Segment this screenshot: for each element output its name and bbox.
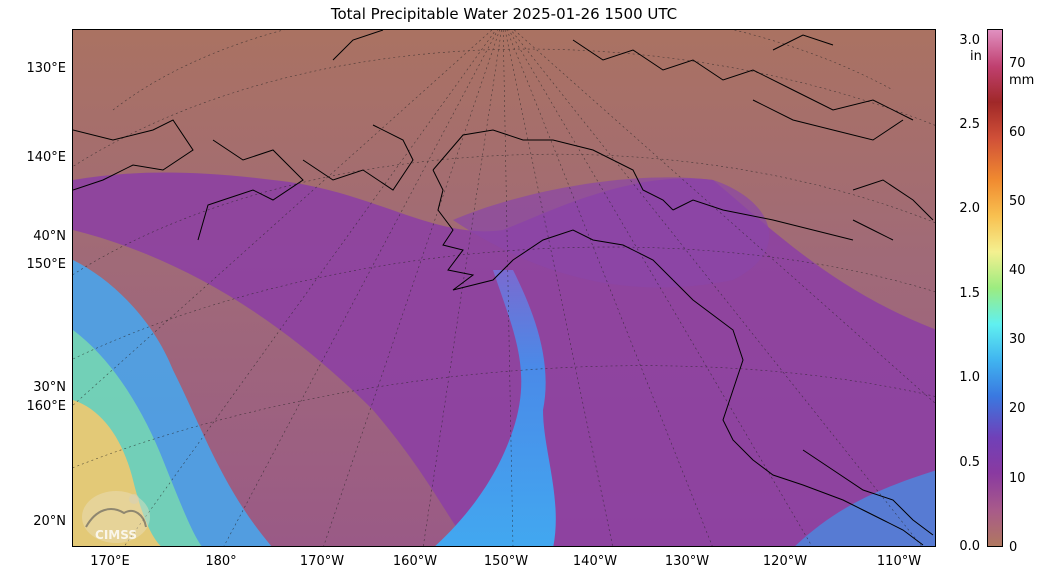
- lon-label-150w: 150°W: [483, 554, 529, 569]
- lat-label-20n: 20°N: [33, 514, 66, 529]
- lon-label-130w: 130°W: [664, 554, 710, 569]
- colorbar-tick-in: 2.5: [959, 117, 980, 132]
- colorbar-tick-mm: 60: [1009, 125, 1026, 140]
- lat-label-30n: 30°N: [33, 380, 66, 395]
- lon-label-140w: 140°W: [572, 554, 618, 569]
- colorbar-tick-mm: 20: [1009, 401, 1026, 416]
- lon-label-170w: 170°W: [299, 554, 345, 569]
- cimss-logo: CIMSS: [76, 487, 156, 545]
- gulf-moisture: [453, 177, 770, 288]
- lat-label-160e: 160°E: [26, 399, 66, 414]
- coastlines: [73, 30, 934, 546]
- map-title: Total Precipitable Water 2025-01-26 1500…: [330, 5, 678, 23]
- lon-label-110w: 110°W: [876, 554, 922, 569]
- tropical-yellow: [73, 400, 161, 546]
- lon-label-170e: 170°E: [90, 554, 130, 569]
- logo-text: CIMSS: [95, 528, 137, 542]
- colorbar-tick-mm: 30: [1009, 332, 1026, 347]
- colorbar-unit-in: in: [970, 49, 982, 64]
- colorbar-tick-in: 0.0: [959, 539, 980, 554]
- colorbar: [987, 29, 1003, 547]
- lon-label-180: 180°: [205, 554, 237, 569]
- mexico-moisture: [795, 470, 935, 546]
- graticule: [73, 30, 935, 546]
- colorbar-unit-mm: mm: [1009, 73, 1035, 88]
- lon-label-120w: 120°W: [762, 554, 808, 569]
- atmospheric-river: [435, 270, 556, 546]
- tpw-map: [72, 29, 936, 547]
- colorbar-tick-in: 1.0: [959, 370, 980, 385]
- colorbar-tick-mm: 40: [1009, 263, 1026, 278]
- colorbar-tick-mm: 70: [1009, 56, 1026, 71]
- lat-label-40n: 40°N: [33, 229, 66, 244]
- tpw-field: [73, 30, 935, 546]
- lat-label-140e: 140°E: [26, 150, 66, 165]
- lat-label-130e: 130°E: [26, 61, 66, 76]
- lat-label-150e: 150°E: [26, 257, 66, 272]
- colorbar-tick-mm: 10: [1009, 471, 1026, 486]
- lon-label-160w: 160°W: [392, 554, 438, 569]
- colorbar-tick-in: 0.5: [959, 455, 980, 470]
- colorbar-tick-in: 2.0: [959, 201, 980, 216]
- colorbar-tick-in: 3.0: [959, 33, 980, 48]
- colorbar-tick-in: 1.5: [959, 286, 980, 301]
- colorbar-tick-mm: 50: [1009, 194, 1026, 209]
- colorbar-tick-mm: 0: [1009, 540, 1018, 555]
